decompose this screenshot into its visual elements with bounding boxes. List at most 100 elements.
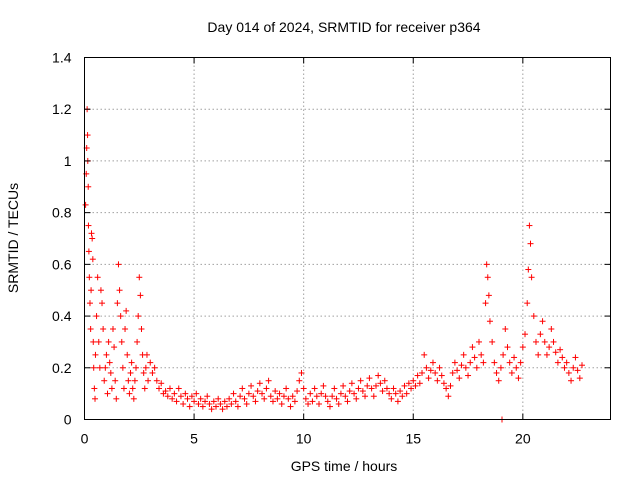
data-point — [397, 388, 404, 395]
data-point — [491, 359, 498, 366]
data-point — [546, 344, 553, 351]
data-point — [105, 338, 112, 345]
data-point — [89, 256, 96, 263]
data-point — [125, 377, 132, 384]
data-point — [158, 380, 165, 387]
data-point — [537, 331, 544, 338]
data-point — [530, 313, 537, 320]
data-point — [234, 403, 241, 410]
data-point — [462, 364, 469, 371]
x-tick-label: 5 — [190, 431, 198, 447]
data-point — [250, 393, 257, 400]
data-point — [114, 300, 121, 307]
data-point — [130, 395, 137, 402]
data-point — [287, 403, 294, 410]
data-point — [473, 364, 480, 371]
data-point — [180, 400, 187, 407]
data-point — [429, 359, 436, 366]
data-point — [115, 261, 122, 268]
data-point — [570, 364, 577, 371]
data-point — [364, 382, 371, 389]
data-point — [294, 388, 301, 395]
data-point — [366, 375, 373, 382]
data-point — [259, 390, 266, 397]
x-tick-label: 20 — [515, 431, 531, 447]
data-point — [88, 287, 95, 294]
data-point — [272, 388, 279, 395]
data-point — [515, 375, 522, 382]
data-point — [204, 393, 211, 400]
data-point — [143, 351, 150, 358]
data-point — [147, 359, 154, 366]
data-point — [145, 377, 152, 384]
chart-title: Day 014 of 2024, SRMTID for receiver p36… — [207, 19, 480, 35]
data-point — [309, 398, 316, 405]
data-point — [331, 385, 338, 392]
data-point — [116, 287, 123, 294]
data-point — [186, 403, 193, 410]
data-point — [131, 377, 138, 384]
data-point — [329, 393, 336, 400]
data-point — [177, 393, 184, 400]
data-point — [254, 388, 261, 395]
data-point — [425, 375, 432, 382]
data-point — [517, 359, 524, 366]
x-tick-label: 15 — [405, 431, 421, 447]
data-point — [399, 393, 406, 400]
data-point — [120, 385, 127, 392]
data-point — [223, 403, 230, 410]
data-point — [392, 390, 399, 397]
data-point — [550, 338, 557, 345]
data-point — [554, 359, 561, 366]
data-point — [471, 354, 478, 361]
data-point — [486, 318, 493, 325]
data-point — [377, 380, 384, 387]
data-point — [100, 326, 107, 332]
data-point — [87, 326, 94, 332]
data-point — [226, 395, 233, 402]
y-tick-label: 0 — [64, 412, 72, 428]
data-point — [141, 385, 148, 392]
data-point — [359, 388, 366, 395]
data-point — [478, 351, 485, 358]
data-point — [129, 385, 136, 392]
data-point — [112, 377, 119, 384]
data-point — [269, 398, 276, 405]
data-point — [412, 382, 419, 389]
data-point — [362, 393, 369, 400]
data-point — [113, 395, 120, 402]
data-point — [500, 351, 507, 358]
data-point — [326, 403, 333, 410]
data-point — [318, 390, 325, 397]
x-tick-label: 10 — [296, 431, 312, 447]
data-point — [274, 395, 281, 402]
data-point — [434, 377, 441, 384]
data-point — [386, 390, 393, 397]
data-point — [199, 403, 206, 410]
data-point — [88, 230, 95, 237]
data-point — [230, 390, 237, 397]
data-point — [119, 364, 126, 371]
data-point — [495, 377, 502, 384]
y-tick-label: 0.6 — [52, 256, 72, 272]
data-point — [156, 385, 163, 392]
data-point — [96, 364, 103, 371]
data-point — [311, 385, 318, 392]
data-point — [118, 338, 125, 345]
data-point — [256, 380, 263, 387]
data-point — [243, 400, 250, 407]
data-point — [106, 359, 113, 366]
data-point — [103, 351, 110, 358]
data-point — [355, 385, 362, 392]
data-point — [210, 398, 217, 405]
data-point — [228, 400, 235, 407]
data-point — [92, 351, 99, 358]
y-tick-label: 1.4 — [52, 50, 72, 66]
data-point — [285, 395, 292, 402]
data-point — [394, 398, 401, 405]
data-point — [353, 395, 360, 402]
data-point — [346, 388, 353, 395]
data-point — [451, 359, 458, 366]
data-point — [307, 390, 314, 397]
data-point — [513, 364, 520, 371]
